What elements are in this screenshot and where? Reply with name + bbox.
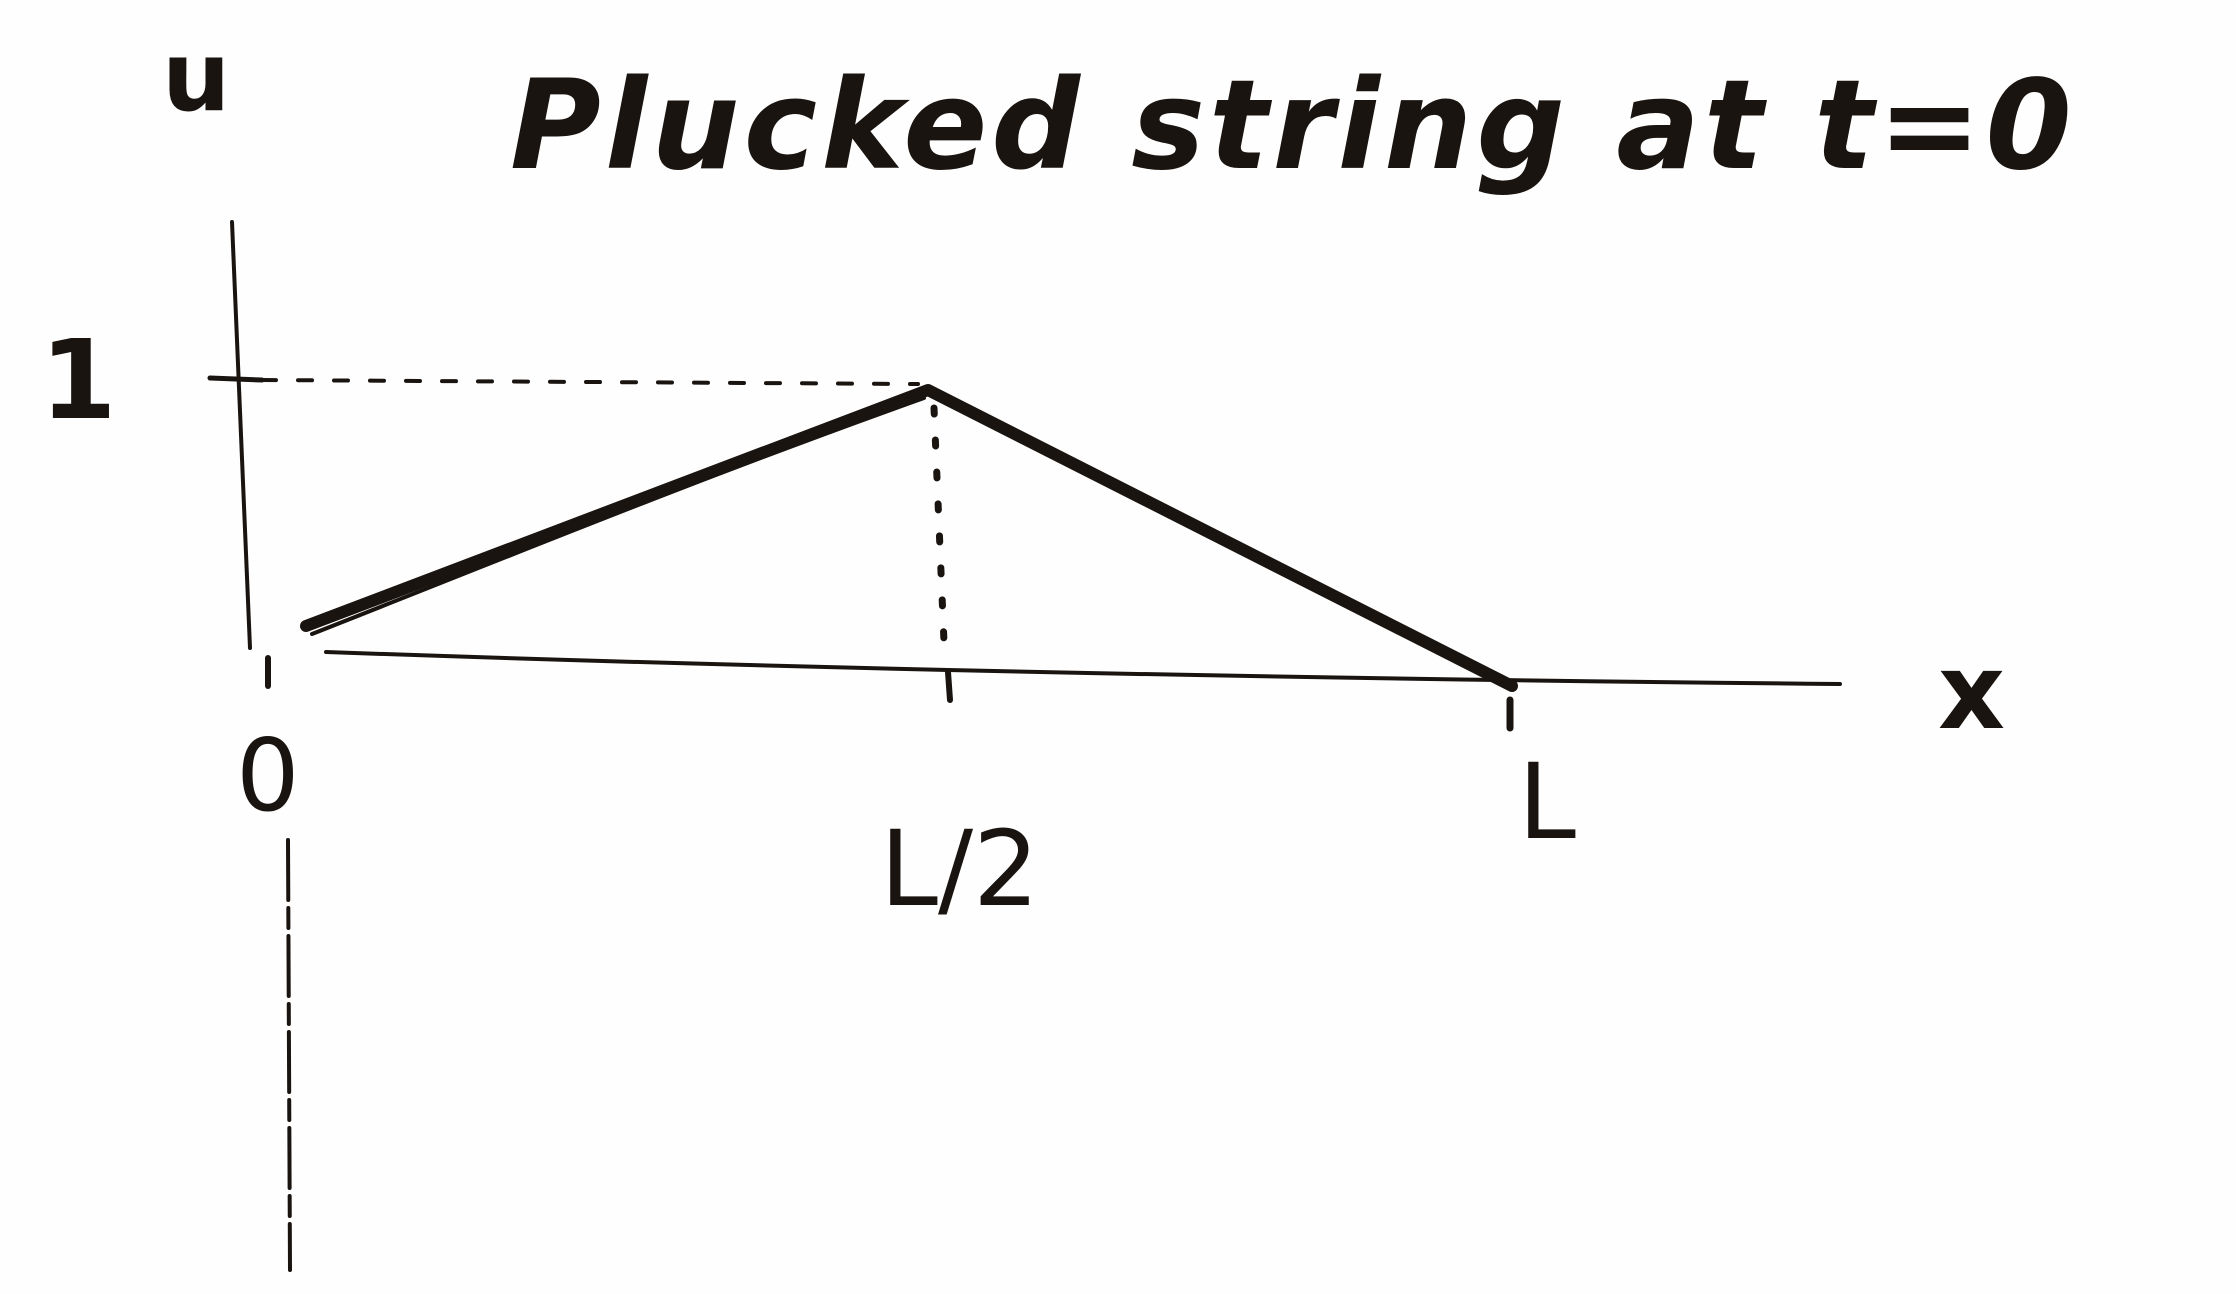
diagram-title: Plucked string at t=0 [510, 54, 2076, 198]
vertical-guide-dotted [930, 404, 948, 646]
y-tick-label-1: 1 [40, 316, 117, 444]
x-axis-line [324, 650, 1842, 686]
plucked-string-curve-edge [310, 396, 926, 636]
x-tick-label-0: 0 [236, 717, 300, 834]
x-tick-half [945, 669, 953, 703]
x-tick-label-L: L [1518, 741, 1576, 863]
y-tick-1 [207, 375, 265, 383]
plucked-string-curve [300, 384, 1518, 692]
y-axis-line [230, 220, 252, 650]
x-axis-label: x [1938, 631, 2005, 753]
y-axis-lower-dashed [286, 838, 292, 1272]
x-tick-label-L-half: L/2 [880, 808, 1039, 930]
horizontal-guide-dashed [260, 378, 920, 386]
y-axis-label: u [162, 21, 230, 133]
